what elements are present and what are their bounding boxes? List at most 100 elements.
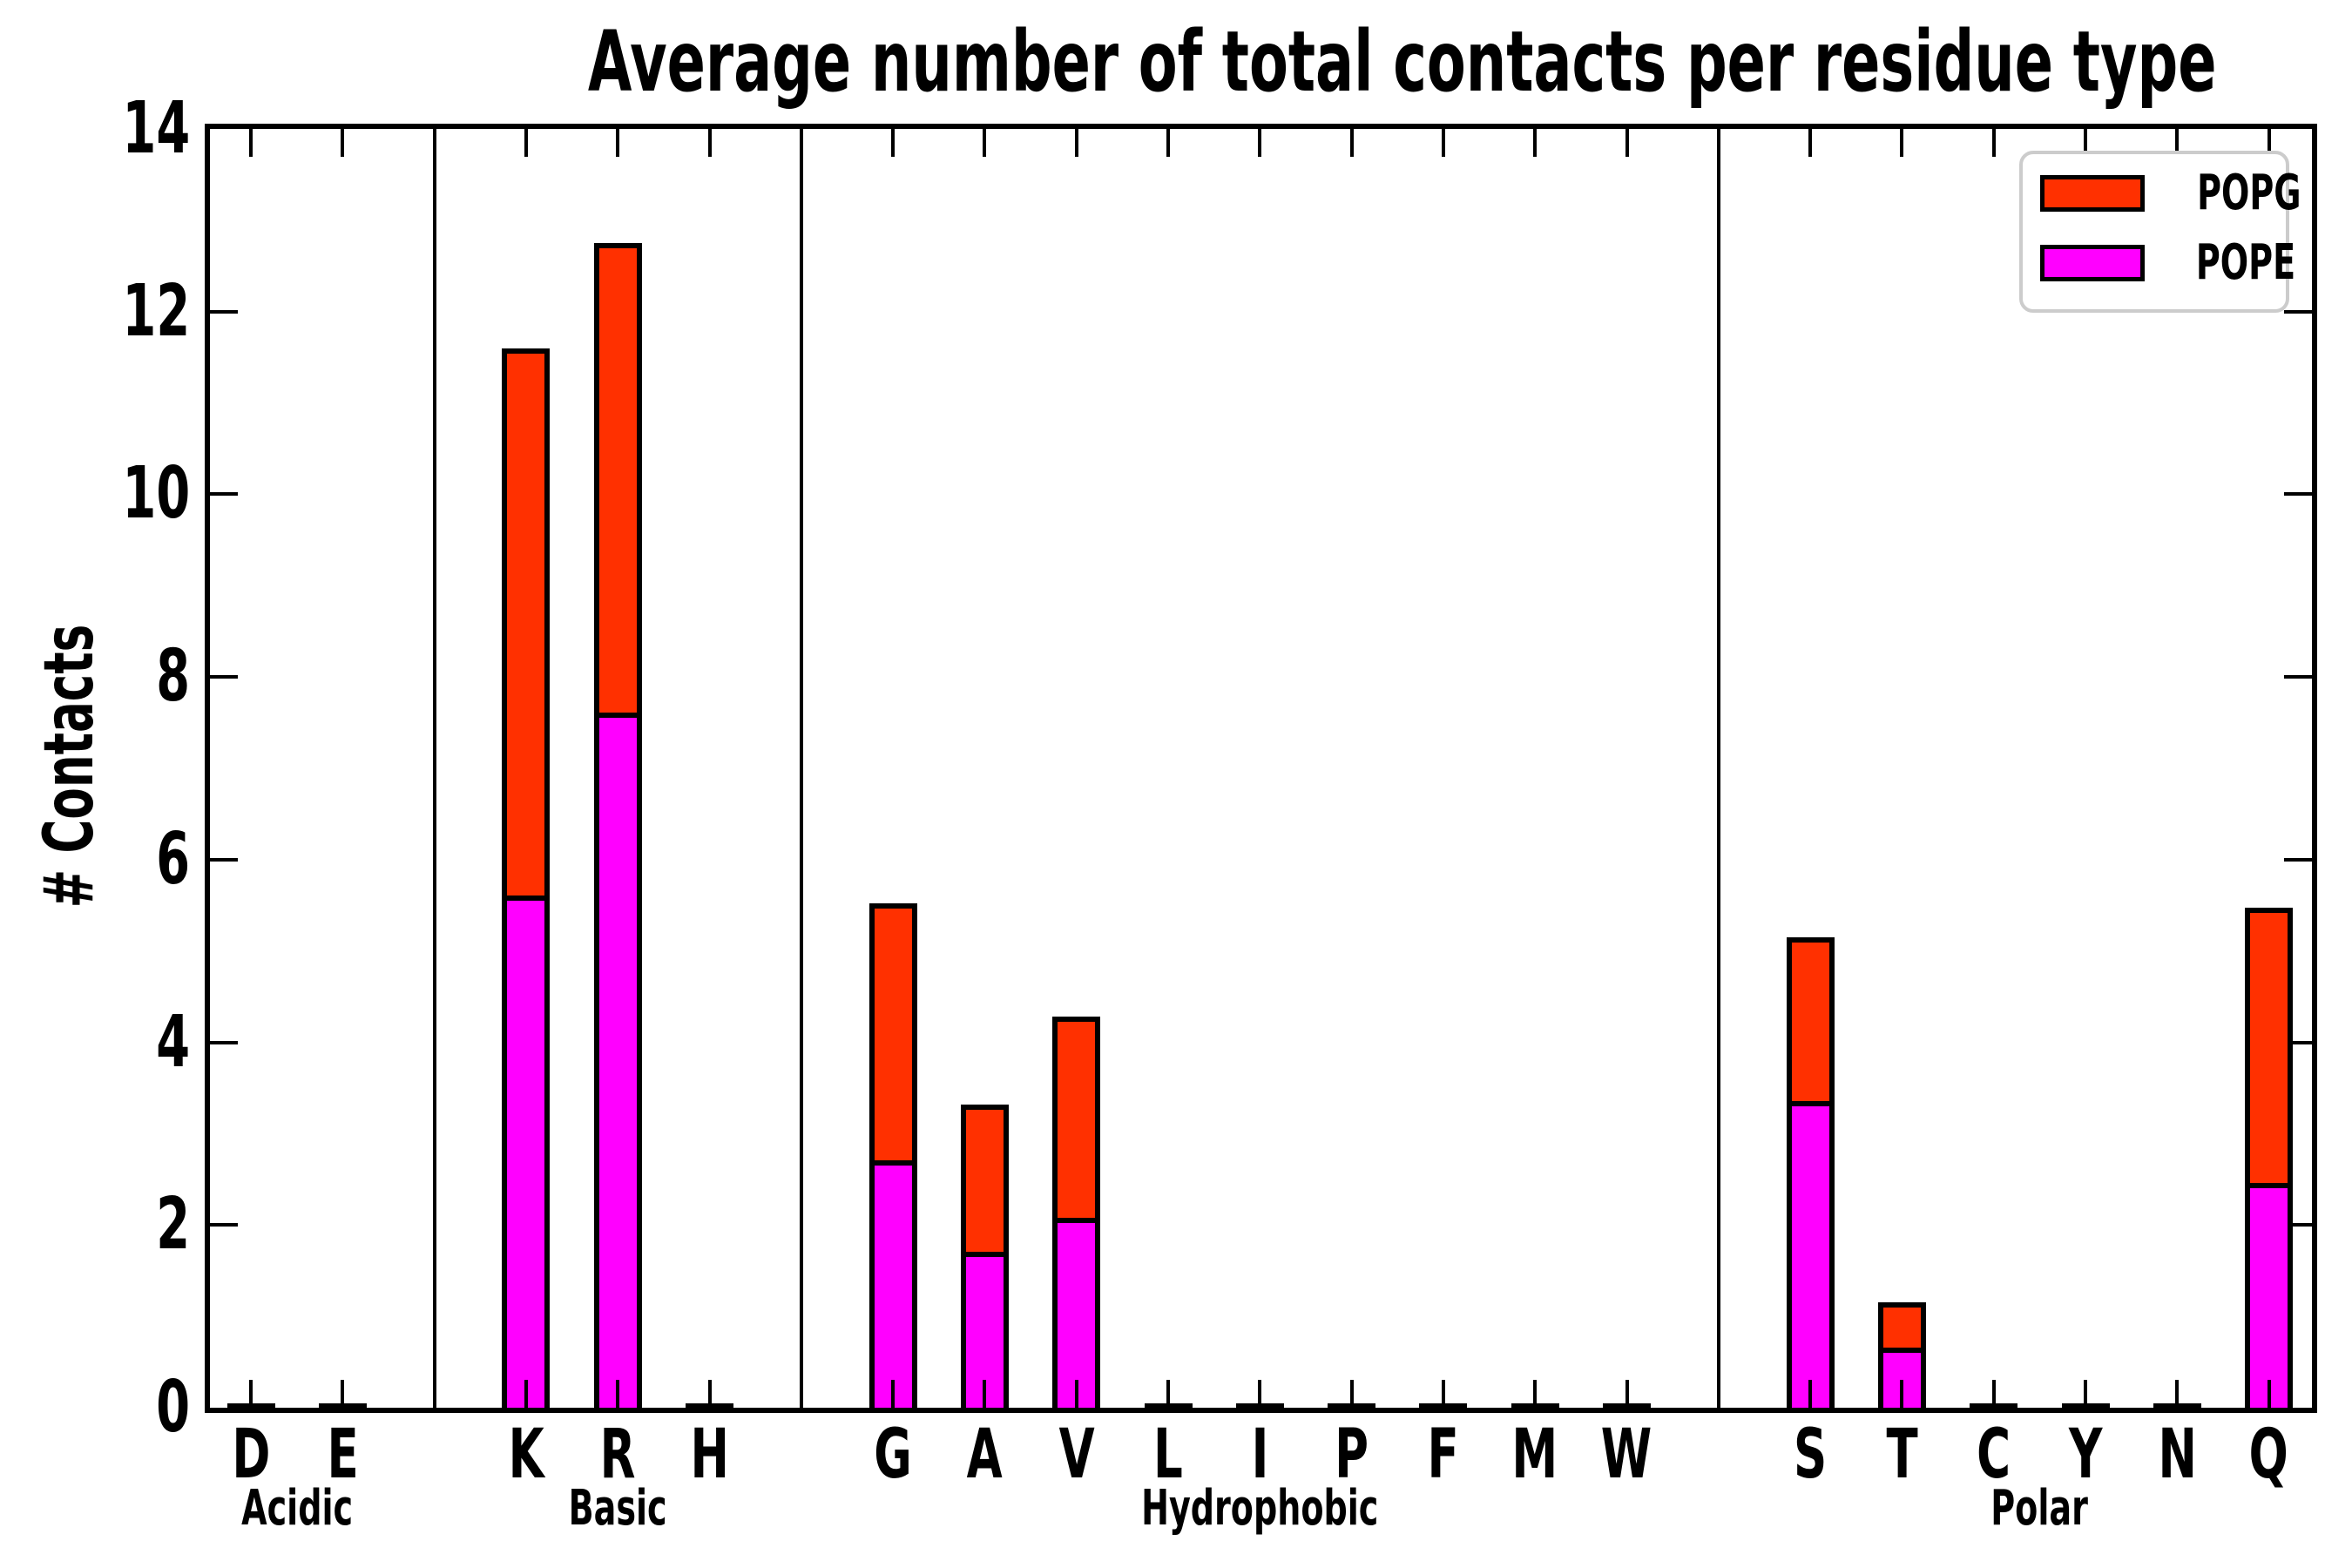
x-tick-bottom-Y: [2084, 1380, 2087, 1408]
legend-swatch-popg: [2040, 175, 2145, 212]
legend: POPG POPE: [2019, 151, 2301, 313]
x-category-label-Q: Q: [2217, 1420, 2322, 1490]
y-tick-right-6: [2284, 857, 2312, 862]
x-category-label-C: C: [1942, 1420, 2046, 1490]
x-tick-top-S: [1808, 129, 1813, 157]
group-separator-1: [799, 129, 803, 1408]
x-tick-top-T: [1900, 129, 1904, 157]
x-tick-top-H: [707, 129, 712, 157]
x-tick-bottom-T: [1900, 1380, 1904, 1408]
x-tick-top-Q: [2267, 129, 2271, 157]
group-label-acidic-text: Acidic: [240, 1480, 353, 1537]
x-category-label-S: S: [1758, 1420, 1862, 1490]
bar-K-pope: [502, 901, 551, 1408]
x-tick-top-G: [891, 129, 896, 157]
x-category-label-S-text: S: [1793, 1416, 1828, 1494]
y-tick-label-4-text: 4: [156, 1000, 190, 1084]
y-tick-label-12-text: 12: [122, 269, 190, 353]
x-tick-bottom-N: [2175, 1380, 2180, 1408]
x-category-label-L: L: [1116, 1420, 1220, 1490]
x-tick-top-L: [1166, 129, 1170, 157]
bar-S-popg: [1786, 936, 1835, 1106]
y-tick-right-10: [2284, 492, 2312, 497]
x-tick-bottom-W: [1625, 1380, 1629, 1408]
x-tick-top-A: [983, 129, 987, 157]
x-tick-bottom-E: [341, 1380, 345, 1408]
chart-title: Average number of total contacts per res…: [205, 14, 2317, 110]
x-category-label-H-text: H: [690, 1416, 729, 1494]
bar-S-pope: [1786, 1105, 1835, 1408]
x-tick-bottom-K: [524, 1380, 528, 1408]
y-tick-right-4: [2284, 1040, 2312, 1044]
x-category-label-D: D: [199, 1420, 303, 1490]
y-tick-label-2-text: 2: [156, 1183, 190, 1267]
x-tick-top-C: [1991, 129, 1996, 157]
group-label-hydrophobic-text: Hydrophobic: [1141, 1480, 1379, 1537]
x-category-label-K-text: K: [508, 1416, 544, 1494]
x-category-label-L-text: L: [1153, 1416, 1183, 1494]
chart-title-text: Average number of total contacts per res…: [587, 13, 2217, 111]
x-category-label-T-text: T: [1886, 1416, 1918, 1494]
y-tick-label-2: 2: [0, 1188, 190, 1261]
y-tick-label-0-text: 0: [156, 1366, 190, 1449]
y-tick-left-10: [210, 492, 238, 497]
x-tick-top-N: [2175, 129, 2180, 157]
x-category-label-E: E: [290, 1420, 395, 1490]
x-tick-top-V: [1074, 129, 1078, 157]
bar-T-popg: [1877, 1302, 1926, 1354]
x-category-label-P: P: [1300, 1420, 1404, 1490]
x-tick-top-F: [1441, 129, 1445, 157]
x-tick-top-M: [1533, 129, 1538, 157]
y-tick-label-6-text: 6: [156, 817, 190, 901]
x-category-label-R: R: [565, 1420, 670, 1490]
x-category-label-V: V: [1024, 1420, 1129, 1490]
bar-V-pope: [1052, 1223, 1101, 1408]
x-tick-top-I: [1258, 129, 1262, 157]
group-label-polar: Polar: [1778, 1483, 2301, 1535]
bar-R-pope: [593, 718, 642, 1408]
legend-swatch-pope: [2040, 245, 2145, 281]
bar-R-popg: [593, 243, 642, 719]
x-category-label-P-text: P: [1335, 1416, 1369, 1494]
x-category-label-V-text: V: [1058, 1416, 1095, 1494]
x-category-label-M-text: M: [1511, 1416, 1558, 1494]
group-separator-2: [1716, 129, 1720, 1408]
bar-Q-pope: [2245, 1188, 2294, 1408]
x-tick-bottom-H: [707, 1380, 712, 1408]
x-category-label-K: K: [474, 1420, 578, 1490]
x-tick-bottom-V: [1074, 1380, 1078, 1408]
x-tick-bottom-S: [1808, 1380, 1813, 1408]
x-tick-bottom-P: [1349, 1380, 1354, 1408]
x-tick-top-P: [1349, 129, 1354, 157]
x-tick-bottom-C: [1991, 1380, 1996, 1408]
y-tick-left-2: [210, 1223, 238, 1227]
y-tick-left-6: [210, 857, 238, 862]
x-category-label-H: H: [658, 1420, 762, 1490]
x-category-label-W-text: W: [1601, 1416, 1652, 1494]
y-tick-left-8: [210, 675, 238, 679]
x-tick-top-R: [616, 129, 620, 157]
group-label-basic-text: Basic: [568, 1480, 667, 1537]
y-tick-label-14: 14: [0, 92, 190, 166]
y-tick-label-14-text: 14: [122, 87, 190, 170]
x-category-label-Q-text: Q: [2249, 1416, 2289, 1494]
y-tick-label-8: 8: [0, 640, 190, 713]
y-tick-label-0: 0: [0, 1371, 190, 1444]
y-tick-label-10: 10: [0, 457, 190, 531]
x-category-label-T: T: [1849, 1420, 1954, 1490]
x-category-label-M: M: [1483, 1420, 1587, 1490]
x-tick-bottom-G: [891, 1380, 896, 1408]
x-tick-bottom-Q: [2267, 1380, 2271, 1408]
x-category-label-Y: Y: [2033, 1420, 2138, 1490]
bar-K-popg: [502, 348, 551, 902]
y-tick-label-8-text: 8: [156, 635, 190, 719]
x-category-label-Y-text: Y: [2068, 1416, 2103, 1494]
x-category-label-F-text: F: [1427, 1416, 1460, 1494]
legend-label-popg: POPG: [2197, 165, 2301, 221]
legend-label-pope: POPE: [2195, 234, 2296, 291]
bar-G-pope: [868, 1166, 917, 1408]
y-tick-right-8: [2284, 675, 2312, 679]
x-tick-bottom-I: [1258, 1380, 1262, 1408]
bar-Q-popg: [2245, 908, 2294, 1189]
